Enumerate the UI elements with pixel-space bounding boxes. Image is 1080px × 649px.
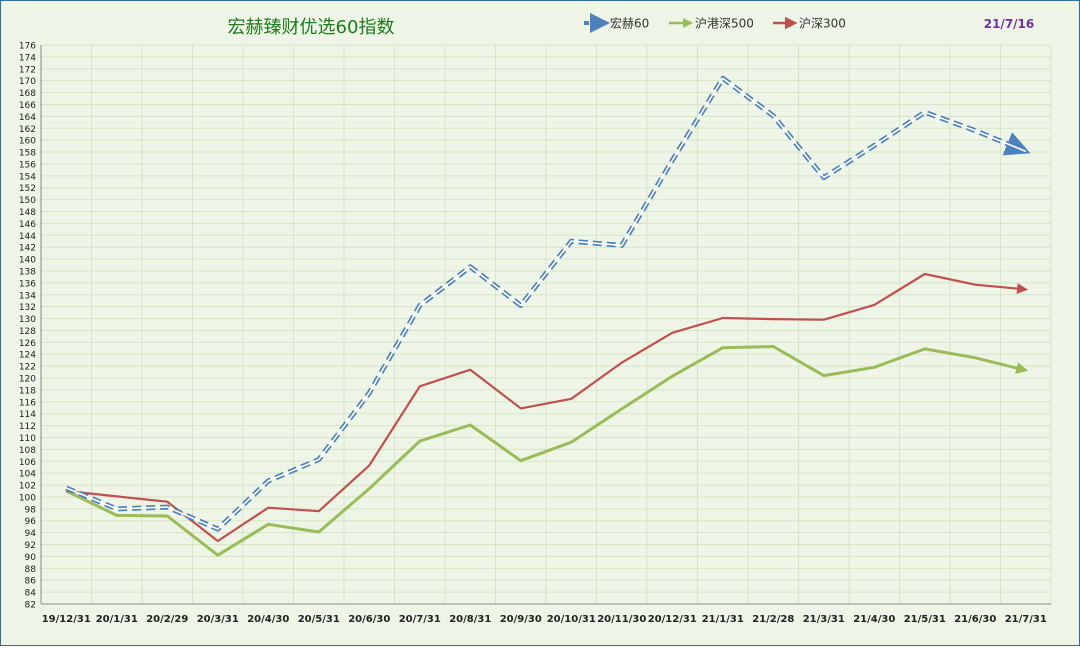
y-tick-label: 156 — [19, 160, 36, 170]
y-tick-label: 170 — [19, 77, 36, 87]
y-tick-label: 128 — [19, 327, 36, 337]
x-tick-label: 20/6/30 — [348, 614, 390, 625]
y-tick-label: 106 — [19, 458, 36, 468]
y-tick-label: 100 — [19, 493, 36, 503]
y-tick-label: 144 — [19, 232, 36, 242]
y-tick-label: 146 — [19, 220, 36, 230]
y-tick-label: 138 — [19, 267, 36, 277]
y-tick-label: 96 — [25, 517, 37, 527]
x-tick-label: 20/1/31 — [96, 614, 138, 625]
y-tick-label: 154 — [19, 172, 36, 182]
x-tick-label: 20/9/30 — [500, 614, 542, 625]
x-axis-ticks: 19/12/31 20/1/31 20/2/29 20/3/31 20/4/30 20/5… — [42, 614, 1047, 625]
y-tick-label: 112 — [19, 422, 36, 432]
x-tick-label: 21/1/31 — [702, 614, 744, 625]
y-tick-label: 142 — [19, 244, 36, 254]
x-tick-label: 21/4/30 — [853, 614, 895, 625]
y-tick-label: 114 — [19, 410, 36, 420]
y-tick-label: 162 — [19, 125, 36, 135]
x-tick-label: 21/6/30 — [954, 614, 996, 625]
date-label: 21/7/16 — [984, 17, 1035, 31]
x-tick-label: 21/5/31 — [904, 614, 946, 625]
y-tick-label: 86 — [25, 577, 37, 587]
x-tick-label: 20/8/31 — [449, 614, 491, 625]
y-tick-label: 84 — [25, 589, 37, 599]
legend-label: 宏赫60 — [610, 16, 649, 31]
y-tick-label: 102 — [19, 482, 36, 492]
y-tick-label: 148 — [19, 208, 36, 218]
y-tick-label: 134 — [19, 291, 36, 301]
y-tick-label: 160 — [19, 137, 36, 147]
x-tick-label: 21/7/31 — [1005, 614, 1047, 625]
y-tick-label: 158 — [19, 149, 36, 159]
y-tick-label: 130 — [19, 315, 36, 325]
y-tick-label: 124 — [19, 351, 36, 361]
y-tick-label: 150 — [19, 196, 36, 206]
y-tick-label: 92 — [25, 541, 36, 551]
y-tick-label: 110 — [19, 434, 36, 444]
y-tick-label: 174 — [19, 53, 36, 63]
chart-title: 宏赫臻财优选60指数 — [228, 17, 395, 38]
series-line-hongguo60-inner — [65, 77, 1027, 530]
y-tick-label: 94 — [25, 529, 37, 539]
y-tick-label: 88 — [25, 565, 37, 575]
y-tick-label: 164 — [19, 113, 36, 123]
y-tick-label: 108 — [19, 446, 36, 456]
x-tick-label: 20/5/31 — [298, 614, 340, 625]
x-tick-label: 19/12/31 — [42, 614, 91, 625]
x-tick-label: 20/3/31 — [197, 614, 239, 625]
y-tick-label: 176 — [19, 42, 36, 52]
x-tick-label: 20/2/29 — [146, 614, 188, 625]
y-tick-label: 122 — [19, 363, 36, 373]
x-tick-label: 21/3/31 — [803, 614, 845, 625]
series-line-hgs500 — [65, 345, 1029, 557]
y-tick-label: 98 — [25, 505, 37, 515]
y-tick-label: 166 — [19, 101, 36, 111]
y-tick-label: 140 — [19, 256, 36, 266]
y-tick-label: 118 — [19, 386, 36, 396]
y-tick-label: 136 — [19, 279, 36, 289]
y-tick-label: 172 — [19, 65, 36, 75]
legend: 宏赫60 沪港深500 沪深300 — [584, 13, 846, 33]
y-tick-label: 120 — [19, 375, 36, 385]
x-tick-label: 20/11/30 — [597, 614, 646, 625]
series-line-hs300 — [66, 272, 1028, 543]
series-lines — [65, 75, 1031, 557]
x-tick-label: 20/10/31 — [547, 614, 596, 625]
legend-label: 沪深300 — [799, 17, 846, 31]
y-tick-label: 152 — [19, 184, 36, 194]
y-tick-label: 132 — [19, 303, 36, 313]
x-tick-label: 20/12/31 — [648, 614, 697, 625]
x-tick-label: 21/2/28 — [752, 614, 794, 625]
y-tick-label: 104 — [19, 470, 36, 480]
x-tick-label: 20/7/31 — [399, 614, 441, 625]
x-tick-label: 20/4/30 — [247, 614, 289, 625]
gridlines — [40, 44, 1052, 605]
y-tick-label: 126 — [19, 339, 36, 349]
y-tick-label: 116 — [19, 398, 36, 408]
y-tick-label: 168 — [19, 89, 36, 99]
y-tick-label: 82 — [25, 601, 36, 611]
y-tick-label: 90 — [25, 553, 37, 563]
legend-label: 沪港深500 — [695, 17, 754, 31]
